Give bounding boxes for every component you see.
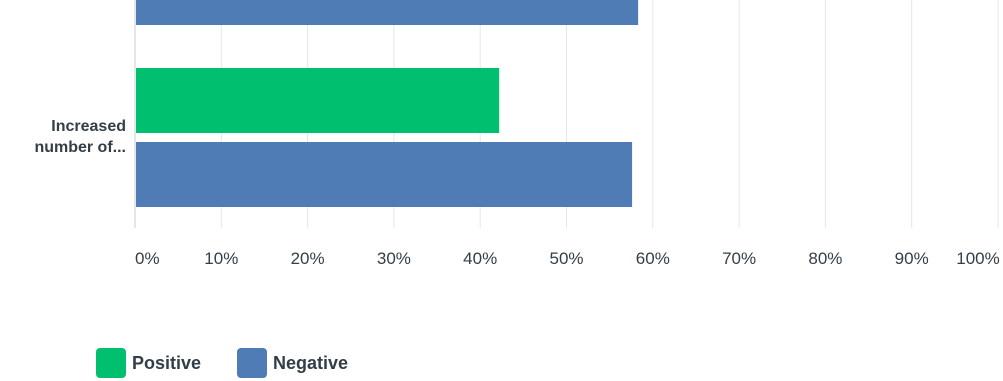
legend: Positive Negative [96,348,384,378]
x-tick-label: 90% [895,249,929,268]
x-tick-label: 70% [722,249,756,268]
x-tick-label: 0% [135,249,160,268]
x-tick-label: 20% [291,249,325,268]
bar-chart: 0% 10% 20% 30% 40% 50% 60% 70% 80% 90% 100% [134,0,1000,268]
category-label: Increased number of... [34,118,126,156]
x-tick-label: 10% [204,249,238,268]
bar-negative[interactable] [136,0,639,25]
bars [136,0,639,207]
x-tick-label: 80% [808,249,842,268]
x-tick-label: 40% [463,249,497,268]
legend-label-negative: Negative [273,352,349,373]
legend-item-negative: Negative [237,348,348,378]
gridlines [220,0,999,228]
bar-negative[interactable] [136,142,633,207]
x-tick-label: 50% [549,249,583,268]
bar-positive[interactable] [136,68,500,133]
x-tick-label: 100% [956,249,999,268]
legend-swatch-positive [96,348,126,378]
legend-label-positive: Positive [132,352,202,373]
x-axis-ticks: 0% 10% 20% 30% 40% 50% 60% 70% 80% 90% 100% [135,249,1000,268]
x-tick-label: 60% [636,249,670,268]
x-tick-label: 30% [377,249,411,268]
legend-item-positive: Positive [96,348,201,378]
legend-swatch-negative [237,348,268,378]
